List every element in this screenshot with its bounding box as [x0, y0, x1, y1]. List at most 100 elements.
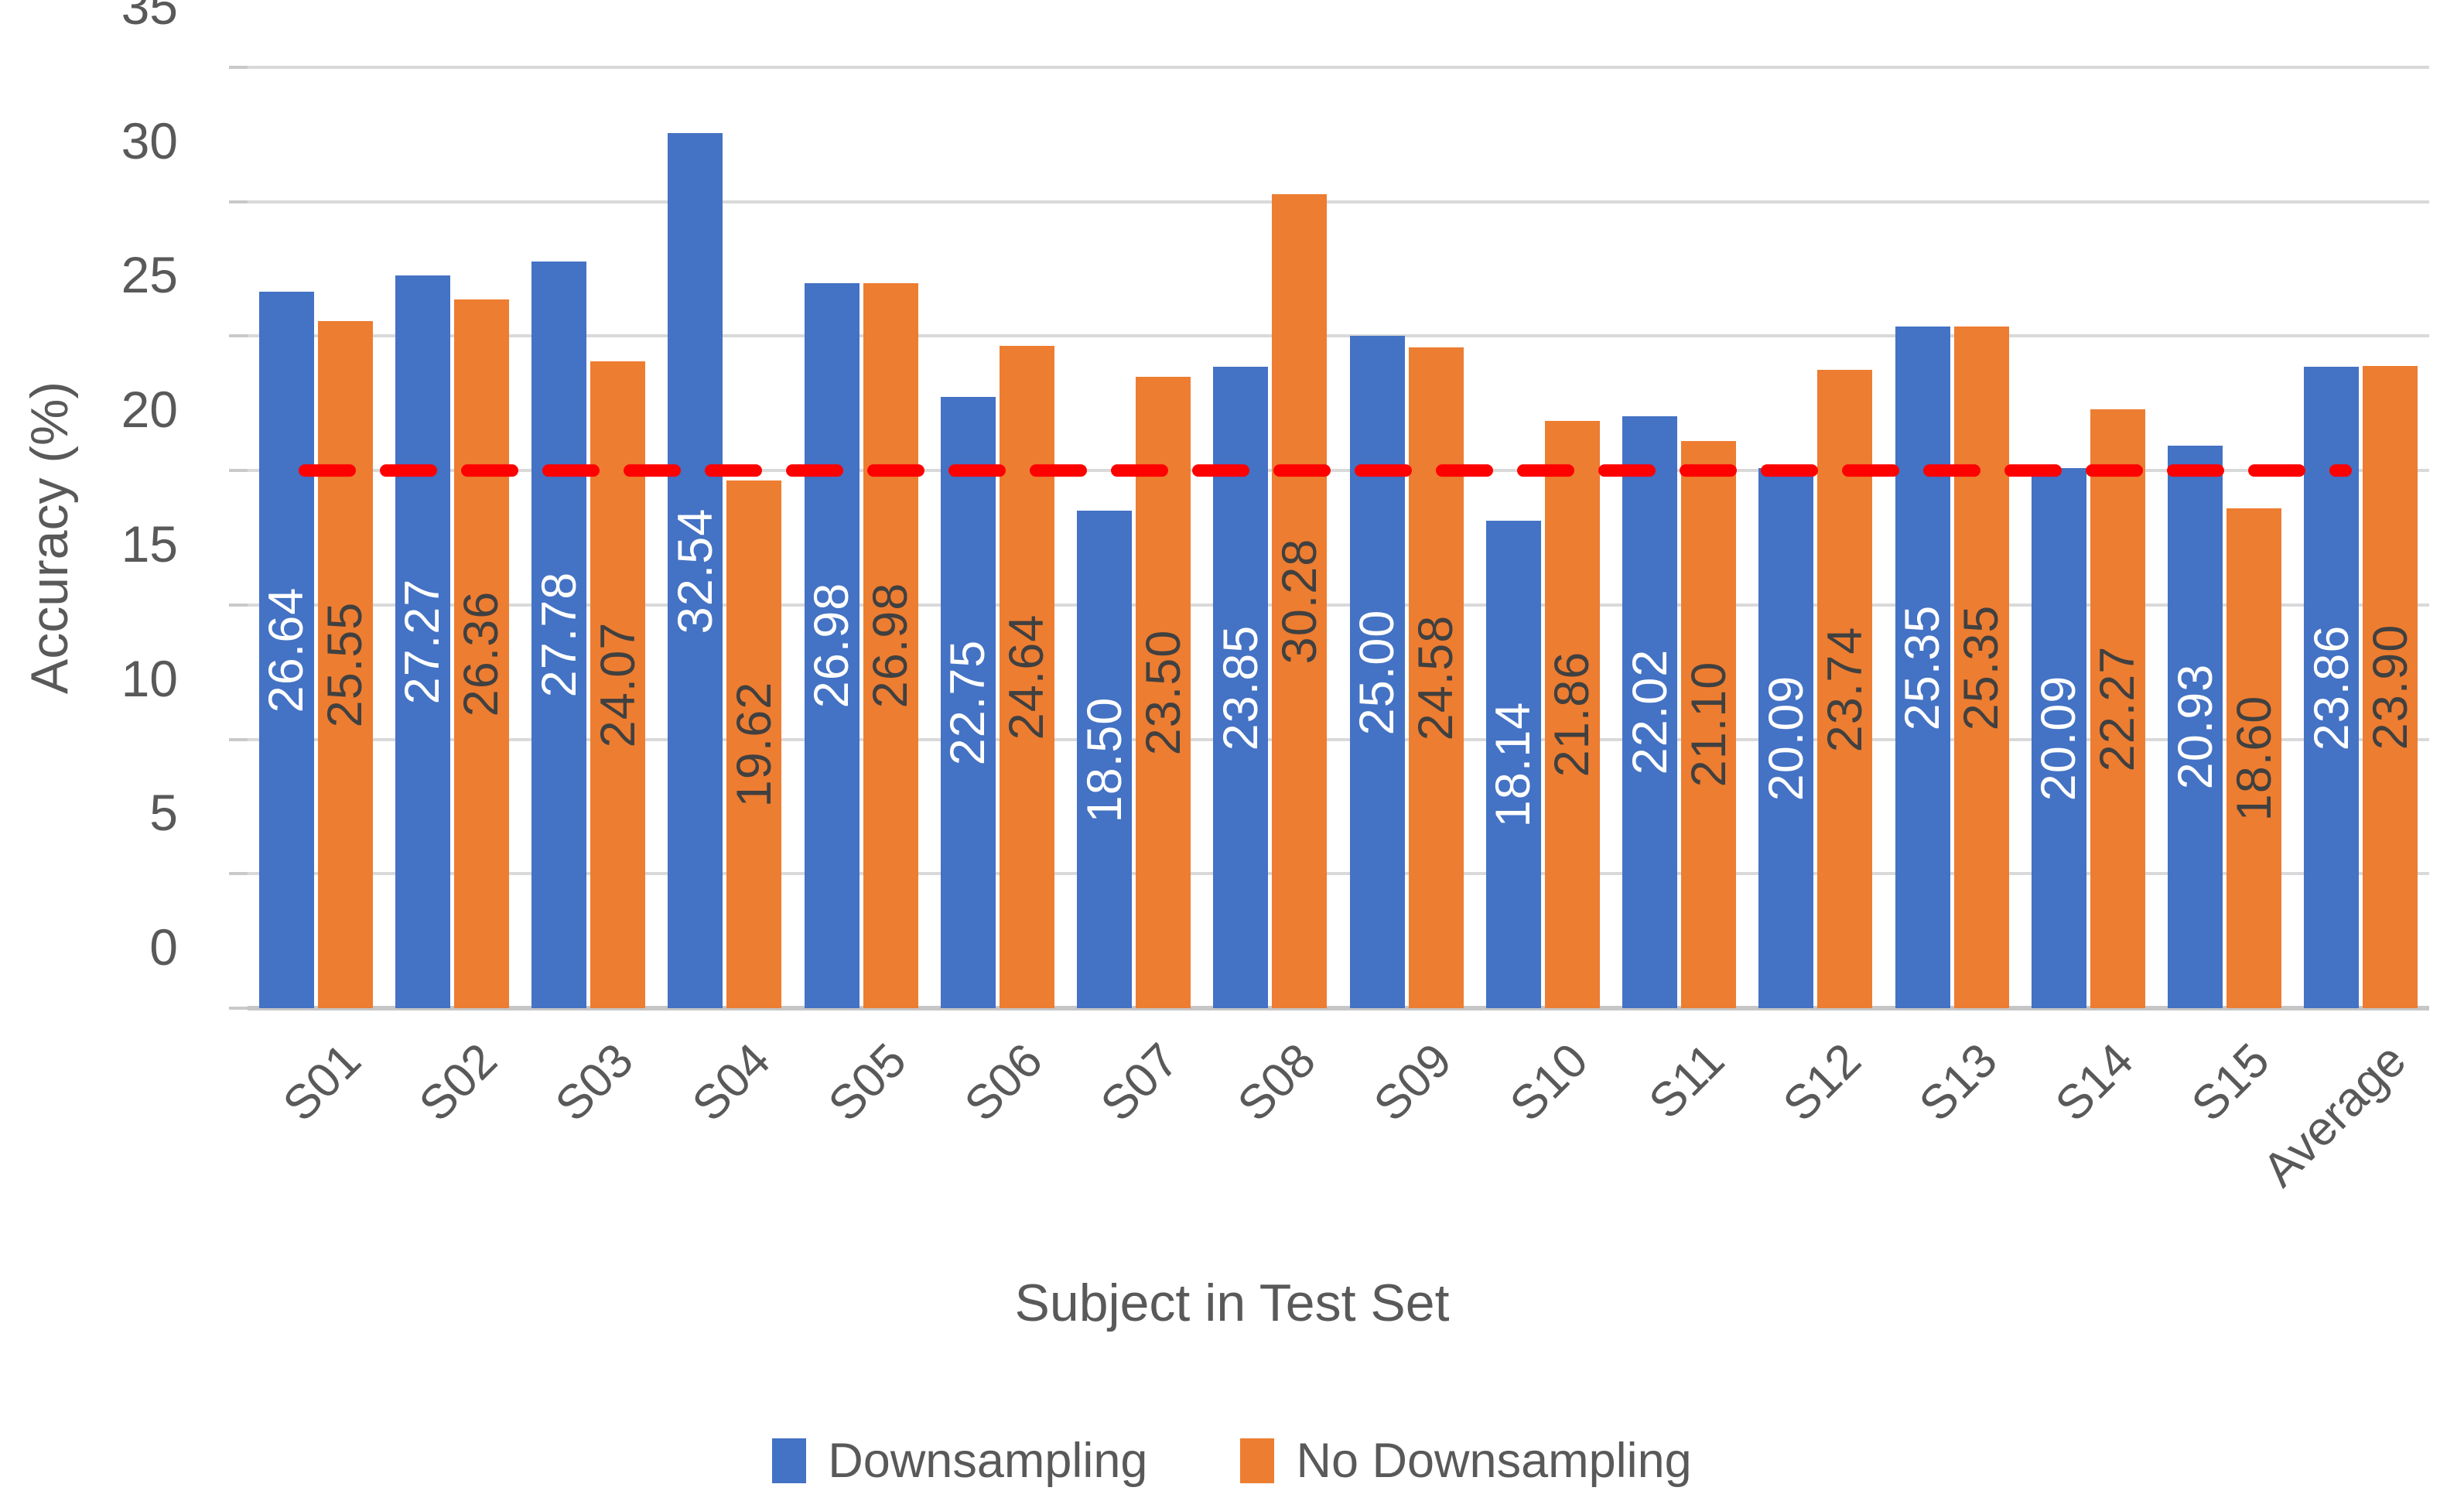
- bar-group-S07: 18.50 23.50: [1066, 67, 1202, 1008]
- bar-downsampling-S08: 23.85: [1213, 367, 1269, 1008]
- bar-downsampling-S05: 26.98: [804, 282, 859, 1008]
- bar-value-label: 25.00: [1350, 609, 1405, 736]
- legend-item-no-downsampling: No Downsampling: [1240, 1433, 1692, 1489]
- bar-value-label: 27.78: [531, 572, 586, 698]
- gridline-35: [248, 66, 2429, 69]
- x-tick-label-S11: S11: [1639, 1033, 1735, 1130]
- bar-value-label: 32.54: [668, 508, 723, 634]
- y-tick-label-20: 20: [121, 381, 178, 439]
- bar-value-label: 23.85: [1213, 624, 1268, 751]
- legend: Downsampling No Downsampling: [0, 1433, 2464, 1489]
- bar-downsampling-S13: 25.35: [1895, 327, 1950, 1008]
- bar-group-S13: 25.35 25.35: [1884, 67, 2020, 1008]
- bar-value-label: 18.60: [2226, 695, 2281, 822]
- bar-downsampling-S15: 20.93: [2168, 445, 2223, 1008]
- bar-no-downsampling-S07: 23.50: [1136, 376, 1191, 1008]
- bar-downsampling-S03: 27.78: [531, 261, 587, 1008]
- x-tick-label-S03: S03: [545, 1033, 644, 1132]
- bar-group-S15: 20.93 18.60: [2157, 67, 2293, 1008]
- bar-value-label: 19.62: [726, 681, 781, 808]
- bar-no-downsampling-S06: 24.64: [999, 345, 1054, 1008]
- bar-group-Average: 23.86 23.90: [2293, 67, 2429, 1008]
- bar-value-label: 26.98: [863, 582, 918, 709]
- x-tick-label-S14: S14: [2045, 1033, 2144, 1132]
- bar-no-downsampling-S02: 26.36: [453, 299, 509, 1008]
- x-tick-label-S02: S02: [409, 1033, 507, 1132]
- bar-value-label: 23.86: [2304, 624, 2359, 751]
- bar-group-S01: 26.64 25.55: [248, 67, 384, 1008]
- y-tick-label-0: 0: [149, 918, 178, 976]
- y-tick-mark: [229, 603, 248, 607]
- bar-value-label: 25.35: [1954, 604, 2009, 730]
- bar-no-downsampling-S10: 21.86: [1544, 420, 1600, 1008]
- x-axis-title: Subject in Test Set: [1014, 1274, 1450, 1332]
- bar-group-S11: 22.02 21.10: [1611, 67, 1748, 1008]
- bar-value-label: 20.93: [2168, 664, 2223, 790]
- bar-downsampling-Average: 23.86: [2304, 367, 2360, 1008]
- bar-downsampling-S07: 18.50: [1077, 511, 1133, 1008]
- gridline-0: [248, 1006, 2429, 1010]
- y-tick-mark: [229, 66, 248, 69]
- x-tick-label-S06: S06: [955, 1033, 1053, 1132]
- y-tick-label-35: 35: [121, 0, 178, 35]
- bar-no-downsampling-S08: 30.28: [1272, 194, 1328, 1008]
- bar-group-S06: 22.75 24.64: [929, 67, 1065, 1008]
- x-tick-label-S10: S10: [1500, 1033, 1598, 1132]
- bar-group-S08: 23.85 30.28: [1202, 67, 1338, 1008]
- y-tick-mark: [229, 200, 248, 203]
- bar-value-label: 24.64: [1000, 614, 1054, 740]
- bar-value-label: 27.27: [395, 578, 450, 705]
- bar-downsampling-S09: 25.00: [1349, 336, 1405, 1008]
- legend-item-downsampling: Downsampling: [772, 1433, 1147, 1489]
- y-tick-label-10: 10: [121, 649, 178, 707]
- y-tick-mark: [229, 334, 248, 338]
- bar-downsampling-S12: 20.09: [1758, 468, 1814, 1008]
- legend-label-no-downsampling: No Downsampling: [1296, 1434, 1692, 1488]
- bar-value-label: 22.75: [941, 639, 996, 766]
- y-tick-label-5: 5: [149, 784, 178, 842]
- bar-group-S04: 32.54 19.62: [657, 67, 793, 1008]
- legend-label-downsampling: Downsampling: [828, 1434, 1148, 1488]
- bar-no-downsampling-S12: 23.74: [1817, 370, 1873, 1008]
- bar-value-label: 24.07: [590, 621, 645, 748]
- gridline-5: [248, 872, 2429, 876]
- plot-area: 0 5 10 15 20 25 30 35 26.64 25.55 27.27 26.36 27.78…: [121, 0, 2429, 1197]
- gridline-30: [248, 200, 2429, 203]
- bar-value-label: 22.27: [2090, 645, 2145, 772]
- x-tick-label-S07: S07: [1091, 1033, 1190, 1132]
- bar-downsampling-S02: 27.27: [395, 275, 450, 1008]
- bar-value-label: 26.36: [454, 590, 509, 717]
- bar-group-S14: 20.09 22.27: [2020, 67, 2156, 1008]
- bar-no-downsampling-S14: 22.27: [2090, 409, 2145, 1008]
- x-tick-label-S09: S09: [1363, 1033, 1462, 1132]
- bar-value-label: 24.58: [1409, 614, 1464, 741]
- bar-downsampling-S01: 26.64: [258, 292, 314, 1008]
- y-axis-title: Accuracy (%): [20, 381, 79, 695]
- y-tick-label-15: 15: [121, 515, 178, 573]
- bar-value-label: 23.50: [1136, 629, 1191, 756]
- y-tick-label-30: 30: [121, 111, 178, 169]
- bars-layer: 26.64 25.55 27.27 26.36 27.78 24.07 32.54 19.62…: [248, 67, 2429, 1008]
- x-tick-label-S13: S13: [1909, 1033, 2008, 1132]
- bar-no-downsampling-S03: 24.07: [590, 361, 646, 1008]
- bar-group-S03: 27.78 24.07: [521, 67, 657, 1008]
- bar-value-label: 21.10: [1681, 662, 1736, 788]
- x-tick-label-S08: S08: [1227, 1033, 1326, 1132]
- bar-value-label: 22.02: [1622, 649, 1677, 775]
- x-tick-label-Average: Average: [2253, 1033, 2417, 1197]
- y-tick-mark: [229, 469, 248, 473]
- bar-downsampling-S10: 18.14: [1485, 520, 1541, 1008]
- x-tick-label-S15: S15: [2182, 1033, 2281, 1132]
- y-tick-mark: [229, 1007, 248, 1010]
- bar-downsampling-S06: 22.75: [940, 396, 996, 1008]
- bar-value-label: 20.09: [2032, 675, 2086, 802]
- bar-group-S12: 20.09 23.74: [1748, 67, 1884, 1008]
- x-tick-label-S01: S01: [272, 1033, 371, 1132]
- gridline-15: [248, 603, 2429, 607]
- bar-no-downsampling-S01: 25.55: [317, 321, 373, 1008]
- bar-value-label: 26.64: [259, 586, 314, 713]
- gridline-25: [248, 334, 2429, 338]
- bar-value-label: 30.28: [1272, 538, 1327, 665]
- bar-group-S02: 27.27 26.36: [384, 67, 520, 1008]
